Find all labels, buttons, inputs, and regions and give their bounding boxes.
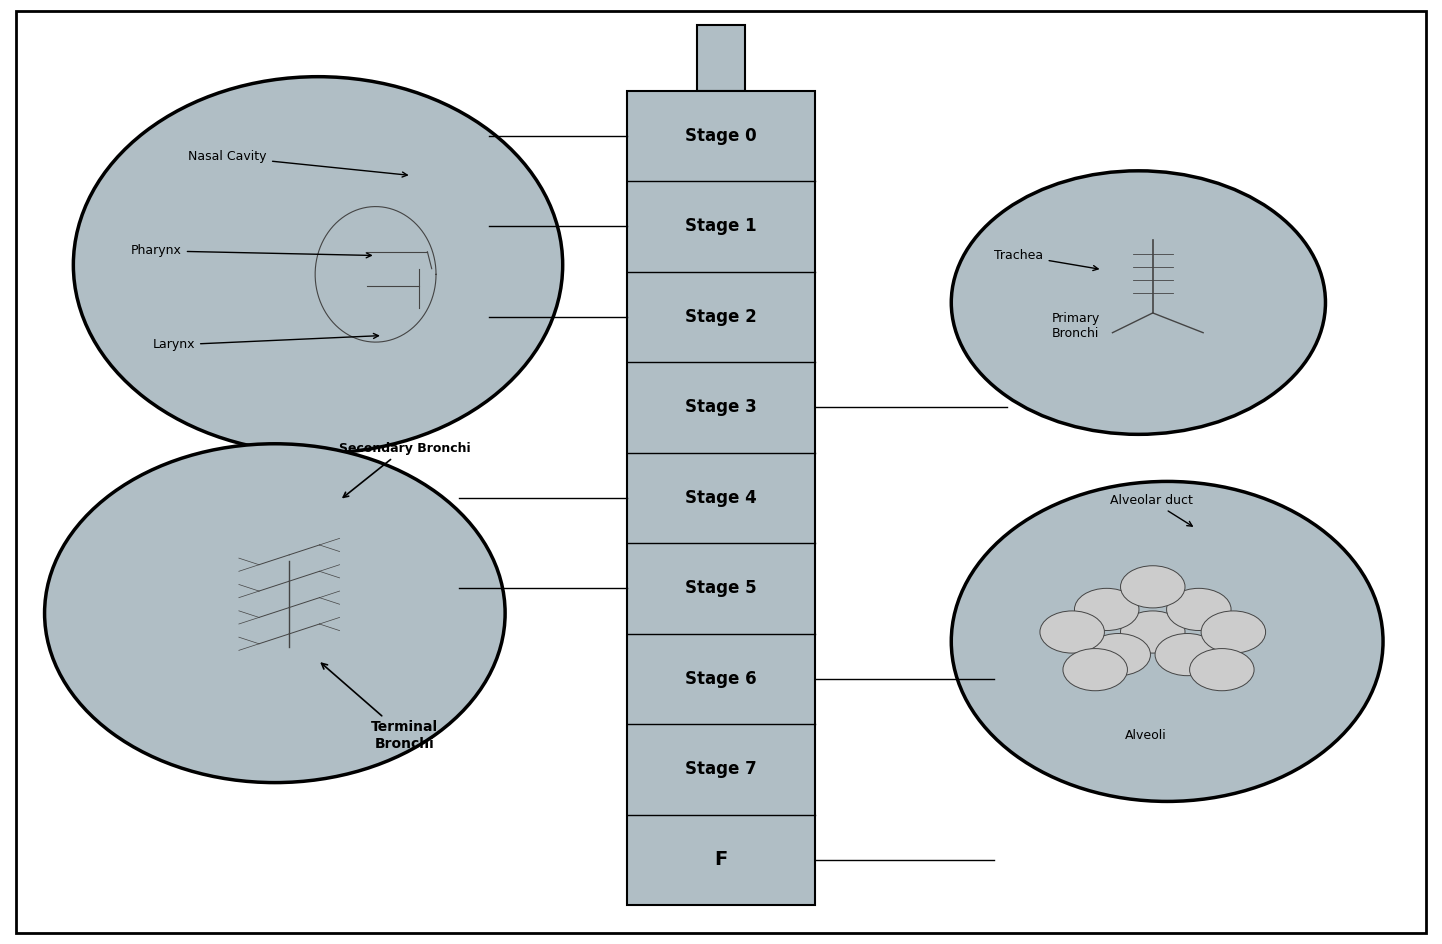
Circle shape [1086,633,1151,676]
Text: Pharynx: Pharynx [131,244,371,258]
Ellipse shape [952,171,1325,434]
Ellipse shape [952,481,1383,801]
Text: Trachea: Trachea [995,249,1099,271]
Circle shape [1040,611,1105,653]
Text: Stage 4: Stage 4 [685,489,757,507]
FancyBboxPatch shape [627,91,815,905]
Text: Terminal
Bronchi: Terminal Bronchi [322,664,438,750]
Circle shape [1063,649,1128,691]
Text: Stage 0: Stage 0 [685,127,757,145]
Text: Secondary Bronchi: Secondary Bronchi [339,442,470,497]
Circle shape [1120,611,1185,653]
Circle shape [1201,611,1266,653]
Circle shape [1155,633,1220,676]
Text: Stage 3: Stage 3 [685,398,757,416]
Text: Primary
Bronchi: Primary Bronchi [1053,312,1100,340]
Text: Stage 6: Stage 6 [685,670,757,688]
Text: Stage 5: Stage 5 [685,580,757,598]
Circle shape [1074,588,1139,631]
Circle shape [1167,588,1231,631]
Text: Stage 7: Stage 7 [685,760,757,778]
FancyBboxPatch shape [696,25,746,91]
Circle shape [1120,565,1185,608]
Circle shape [1190,649,1255,691]
Text: F: F [714,851,728,869]
Text: Stage 1: Stage 1 [685,217,757,235]
Text: Alveolar duct: Alveolar duct [1109,494,1193,526]
Text: Nasal Cavity: Nasal Cavity [189,150,407,177]
Ellipse shape [74,76,562,453]
Text: Larynx: Larynx [153,333,378,351]
Ellipse shape [45,444,505,783]
Text: Stage 2: Stage 2 [685,308,757,326]
Text: Alveoli: Alveoli [1125,729,1167,742]
